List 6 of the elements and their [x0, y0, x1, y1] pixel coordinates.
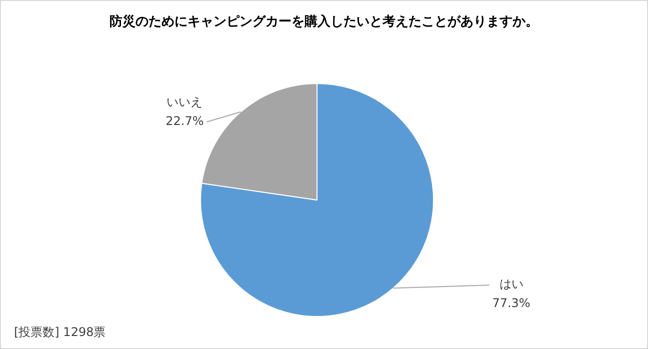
data-label: 77.3% — [492, 296, 530, 310]
slice-label: いいえ — [166, 95, 203, 110]
text: [投票数] 1298票 — [14, 325, 106, 340]
chart-title: 防災のためにキャンピングカーを購入したいと考えたことがありますか。 — [110, 13, 538, 30]
slice-label: はい — [499, 277, 524, 292]
data-label: 22.7% — [166, 114, 204, 128]
